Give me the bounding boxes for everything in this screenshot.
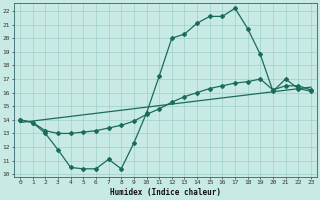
X-axis label: Humidex (Indice chaleur): Humidex (Indice chaleur) — [110, 188, 221, 197]
